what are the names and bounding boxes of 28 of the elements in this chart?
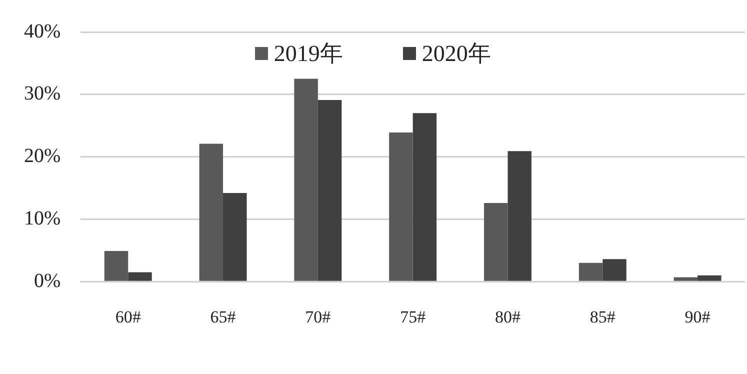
y-tick-label: 0% — [34, 270, 61, 292]
x-tick-label: 60# — [115, 307, 142, 326]
y-tick-label: 20% — [24, 145, 61, 168]
x-tick-label: 65# — [210, 307, 236, 326]
x-tick-label: 90# — [684, 307, 711, 326]
bar — [128, 272, 152, 281]
legend-label: 2020年 — [422, 40, 491, 68]
bar — [389, 132, 413, 281]
bar — [199, 144, 224, 281]
x-tick-label: 70# — [305, 307, 332, 326]
legend-label: 2019年 — [274, 40, 343, 68]
bar — [484, 202, 508, 281]
bar — [602, 259, 626, 281]
bar — [294, 78, 318, 281]
bar — [674, 277, 698, 281]
bar — [104, 251, 128, 281]
y-tick-label: 40% — [24, 20, 61, 42]
bar — [508, 151, 532, 281]
x-tick-label: 80# — [494, 307, 521, 326]
bar — [578, 262, 603, 281]
y-tick-label: 10% — [24, 207, 61, 230]
x-tick-label: 85# — [590, 307, 616, 326]
bar — [698, 275, 722, 281]
bar — [223, 192, 247, 281]
x-tick-label: 75# — [400, 307, 426, 326]
bar — [318, 100, 342, 281]
y-tick-label: 30% — [24, 82, 61, 105]
bar — [412, 113, 437, 281]
